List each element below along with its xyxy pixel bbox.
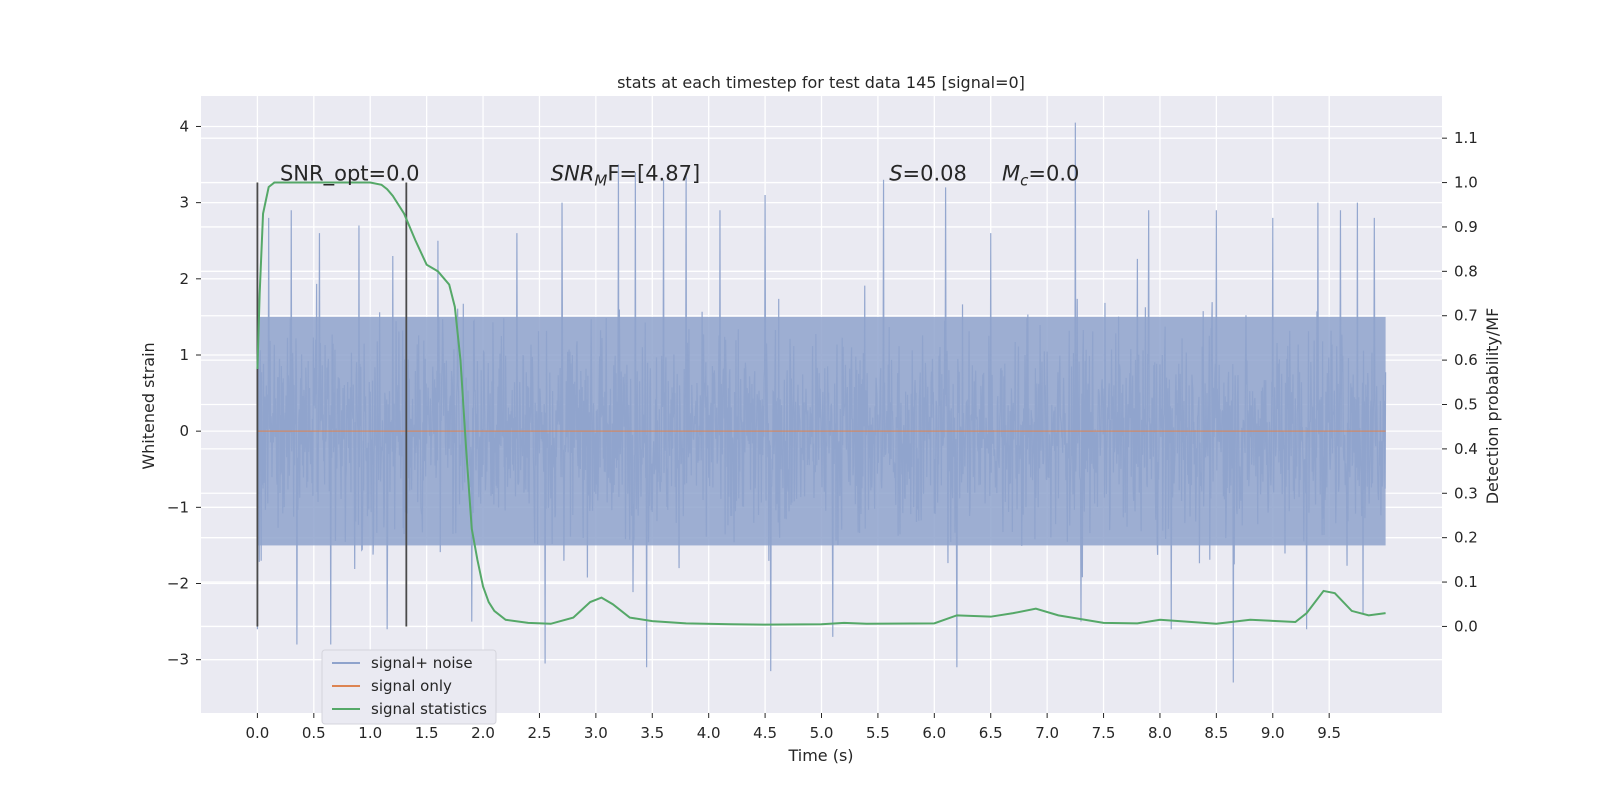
- y-tick-label: 0: [179, 422, 189, 440]
- y-tick-label: 1: [179, 346, 189, 364]
- y2-tick-label: 0.1: [1454, 573, 1478, 591]
- marker-lines: [256, 182, 408, 627]
- x-tick-label: 9.5: [1317, 724, 1341, 742]
- y2-tick-label: 1.1: [1454, 129, 1478, 147]
- legend: signal+ noise signal only signal statist…: [321, 649, 497, 725]
- y2-tick-label: 0.9: [1454, 218, 1478, 236]
- y2-tick-label: 0.5: [1454, 396, 1478, 414]
- x-tick-label: 9.0: [1261, 724, 1285, 742]
- signal-statistics-line: [256, 181, 1386, 626]
- y2-tick-label: 1.0: [1454, 174, 1478, 192]
- annotation: SNRMF=[4.87]: [551, 162, 700, 190]
- y2-tick-label: 0.4: [1454, 440, 1478, 458]
- y-tick-label: −1: [167, 498, 189, 516]
- tick-labels: 0.0 0.5 1.0 1.5 2.0 2.5 3.0 3.5 4.0 4.5 5.0 5.5 6.0 6…: [167, 117, 1478, 742]
- x-tick-label: 7.0: [1035, 724, 1059, 742]
- x-tick-label: 6.0: [922, 724, 946, 742]
- x-axis-label: Time (s): [787, 746, 853, 765]
- y2-axis-label: Detection probability/MF: [1483, 308, 1502, 505]
- chart-title: stats at each timestep for test data 145…: [617, 73, 1025, 92]
- legend-label-signal-noise: signal+ noise: [371, 654, 473, 672]
- series-signal-statistics: [256, 181, 1386, 626]
- x-tick-label: 2.5: [528, 724, 552, 742]
- annotation: SNR_opt=0.0: [280, 162, 420, 187]
- x-tick-label: 4.0: [697, 724, 721, 742]
- x-tick-label: 0.5: [302, 724, 326, 742]
- x-tick-label: 8.5: [1204, 724, 1228, 742]
- x-tick-label: 2.0: [471, 724, 495, 742]
- y-tick-label: −2: [167, 575, 189, 593]
- y2-tick-label: 0.3: [1454, 484, 1478, 502]
- x-tick-label: 3.0: [584, 724, 608, 742]
- y2-tick-label: 0.6: [1454, 351, 1478, 369]
- y2-tick-label: 0.2: [1454, 529, 1478, 547]
- x-tick-label: 1.0: [358, 724, 382, 742]
- annotations: SNR_opt=0.0 SNRMF=[4.87] S=0.08 Mc=0.0: [280, 162, 1079, 190]
- x-tick-label: 1.5: [415, 724, 439, 742]
- legend-label-signal-only: signal only: [371, 677, 452, 695]
- y-axis-label: Whitened strain: [139, 342, 158, 469]
- annotation: S=0.08: [889, 162, 967, 186]
- x-tick-label: 3.5: [640, 724, 664, 742]
- y-tick-label: 3: [179, 194, 189, 212]
- y-tick-label: 2: [179, 270, 189, 288]
- annotation: Mc=0.0: [1002, 162, 1079, 190]
- y-tick-label: −3: [167, 651, 189, 669]
- noise-waveform: [256, 122, 1387, 683]
- x-tick-label: 4.5: [753, 724, 777, 742]
- x-tick-label: 0.0: [245, 724, 269, 742]
- legend-box: [321, 649, 497, 725]
- legend-label-signal-statistics: signal statistics: [371, 700, 487, 718]
- y2-tick-label: 0.7: [1454, 307, 1478, 325]
- x-tick-label: 5.5: [866, 724, 890, 742]
- x-tick-label: 5.0: [810, 724, 834, 742]
- x-tick-label: 6.5: [979, 724, 1003, 742]
- x-tick-label: 7.5: [1092, 724, 1116, 742]
- y2-tick-label: 0.8: [1454, 262, 1478, 280]
- x-tick-label: 8.0: [1148, 724, 1172, 742]
- y-tick-label: 4: [179, 117, 189, 135]
- y2-tick-label: 0.0: [1454, 617, 1478, 635]
